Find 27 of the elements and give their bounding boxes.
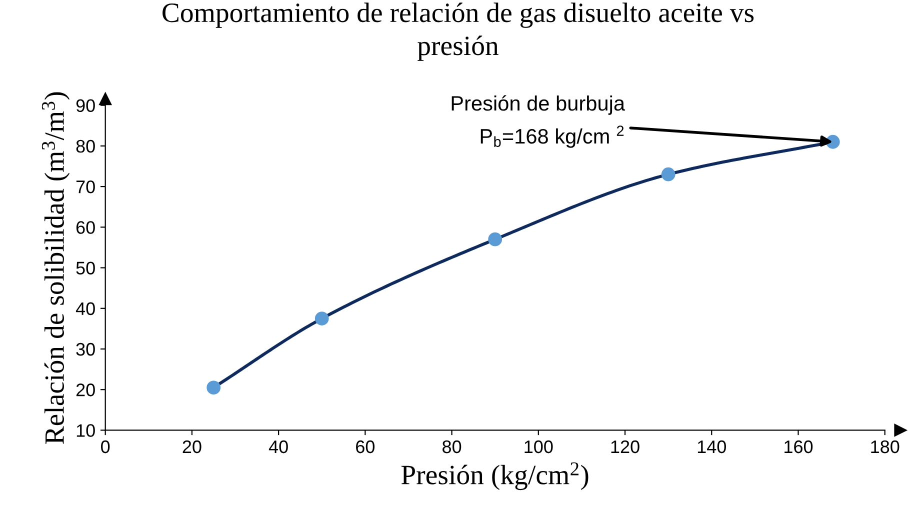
x-tick-label: 60 bbox=[356, 440, 375, 454]
x-tick-label: 40 bbox=[268, 440, 288, 454]
y-tick-label: 70 bbox=[76, 180, 95, 194]
y-tick-label: 30 bbox=[76, 342, 95, 356]
y-tick-label: 50 bbox=[76, 262, 95, 274]
y-tick-label: 80 bbox=[76, 140, 95, 153]
x-tick-label: 100 bbox=[524, 440, 553, 454]
x-tick-label: 180 bbox=[871, 440, 900, 454]
point bbox=[661, 167, 676, 182]
y-axis-title: Relación de solibilidad (m$^{3}$/m$^{3}$) bbox=[42, 92, 70, 444]
y-tick-label: 90 bbox=[76, 99, 95, 112]
y-tick-label: 20 bbox=[76, 384, 95, 396]
annotation: Presión de burbuja P$_{b}$=168 kg/cm $^{2}$ bbox=[452, 95, 626, 148]
y-tick-label: 40 bbox=[76, 302, 95, 316]
point bbox=[206, 380, 221, 395]
x-tick-label: 0 bbox=[101, 440, 110, 454]
point bbox=[488, 232, 502, 246]
x-tick-label: 140 bbox=[698, 440, 726, 454]
point bbox=[314, 312, 329, 326]
y-tick-label: 60 bbox=[76, 221, 95, 234]
x-tick-label: 120 bbox=[611, 440, 640, 454]
y-tick-label: 10 bbox=[76, 424, 95, 437]
x-tick-label: 20 bbox=[182, 440, 202, 454]
x-tick-label: 160 bbox=[784, 440, 813, 454]
x-axis-title: Presión (kg/cm$^{2}$) bbox=[401, 462, 588, 490]
x-tick-label: 80 bbox=[442, 440, 462, 454]
chart-title: Comportamiento de relación de gas disuelto aceite vs presión bbox=[162, 2, 754, 61]
